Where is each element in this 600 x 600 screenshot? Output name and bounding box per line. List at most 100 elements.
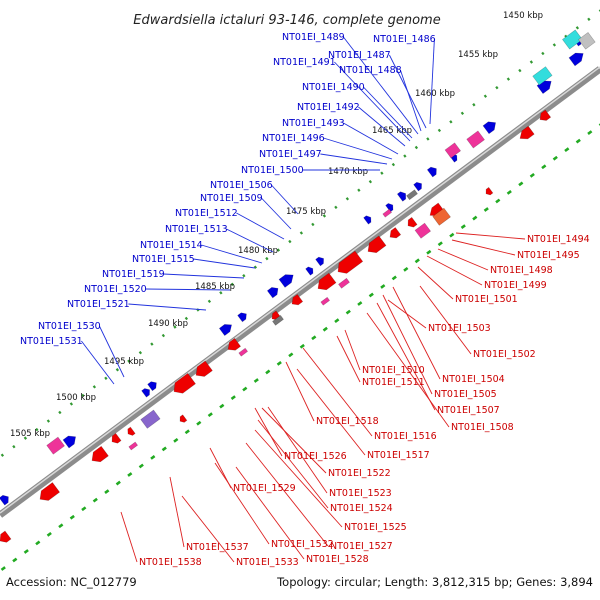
gc-dot-outer: [437, 128, 442, 133]
gc-dot-outer: [541, 51, 545, 56]
gc-dash-inner: [529, 172, 535, 178]
tick-label: 1485 kbp: [195, 282, 235, 292]
gc-dash-inner: [0, 566, 6, 571]
gene-label: NT01EI_1500: [241, 165, 304, 176]
label-leader-line: [267, 406, 328, 494]
label-leader-line: [285, 361, 315, 422]
label-leader-line: [254, 407, 283, 457]
label-leader-line: [193, 258, 256, 269]
label-leader-line: [419, 285, 472, 355]
gc-dash-inner: [46, 531, 52, 537]
gene-label: NT01EI_1486: [373, 34, 436, 45]
gc-dot-outer: [127, 359, 131, 363]
label-leaders: [81, 36, 526, 563]
label-leader-line: [334, 61, 411, 142]
forward-gene-arrow: [568, 52, 584, 67]
gene-label: NT01EI_1488: [339, 65, 402, 76]
gc-dash-inner: [219, 403, 225, 409]
tick-label: 1455 kbp: [458, 50, 498, 60]
gc-dot-outer: [0, 453, 5, 457]
label-leader-line: [145, 288, 231, 291]
reverse-gene-arrow: [111, 432, 122, 444]
gc-dot-outer: [334, 205, 338, 210]
gc-dot-outer: [552, 43, 557, 47]
tick-label: 1490 kbp: [148, 319, 188, 329]
gc-dot-outer: [115, 368, 120, 372]
reverse-gene-arrow: [39, 482, 61, 501]
gc-dash-inner: [265, 369, 271, 375]
gc-dash-inner: [299, 343, 305, 349]
violet-feature-box: [140, 409, 161, 429]
label-leader-line: [429, 38, 435, 125]
gc-dash-inner: [92, 497, 98, 503]
tick-label: 1465 kbp: [372, 126, 412, 136]
gc-dot-outer: [575, 26, 580, 30]
gene-label: NT01EI_1498: [490, 265, 553, 276]
gc-dash-inner: [357, 301, 363, 306]
gc-dash-inner: [173, 437, 179, 443]
gene-label: NT01EI_1520: [84, 284, 147, 295]
gc-dash-inner: [161, 446, 167, 452]
gc-dash-inner: [253, 378, 259, 383]
gc-dash-inner: [311, 335, 317, 341]
gc-dash-inner: [368, 292, 374, 298]
label-leader-line: [451, 239, 516, 256]
label-leader-line: [235, 466, 305, 560]
label-leader-line: [392, 286, 441, 380]
gc-dot-outer: [58, 410, 62, 415]
gc-dot-outer: [184, 316, 189, 321]
reverse-gene-arrow: [127, 426, 136, 436]
gc-dot-outer: [414, 145, 419, 150]
gene-label: NT01EI_1523: [329, 488, 392, 499]
gc-dot-outer: [81, 393, 85, 398]
tick-label: 1495 kbp: [104, 357, 144, 367]
gc-dot-outer: [23, 436, 28, 440]
label-leader-line: [226, 228, 274, 253]
forward-gene-arrow: [147, 381, 157, 392]
gc-dash-inner: [127, 472, 133, 477]
backbone-line: [0, 66, 600, 518]
gc-dash-inner: [518, 181, 524, 187]
gc-dash-inner: [207, 412, 213, 418]
gc-dash-inner: [184, 429, 190, 435]
gene-label: NT01EI_1506: [210, 180, 273, 191]
gc-dot-outer: [92, 385, 97, 389]
gc-dot-outer: [518, 68, 522, 73]
label-leader-line: [344, 329, 361, 371]
genome-title: Edwardsiella ictaluri 93-146, complete g…: [133, 13, 440, 28]
genome-summary-text: Topology: circular; Length: 3,812,315 bp…: [276, 575, 593, 589]
reverse-gene-arrow: [519, 125, 535, 140]
gc-dash-inner: [242, 386, 248, 392]
gc-dot-outer: [380, 171, 384, 175]
forward-gene-arrow: [62, 435, 76, 449]
gene-label: NT01EI_1494: [527, 234, 590, 245]
gc-dot-outer: [506, 77, 511, 81]
gc-dash-inner: [23, 549, 29, 554]
kbp-ticks: 1450 kbp 1455 kbp 1460 kbp 1465 kbp 1470 kbp…: [10, 11, 543, 439]
magenta-feature-box: [320, 296, 331, 306]
gc-dot-outer: [403, 154, 407, 158]
gene-label: NT01EI_1508: [451, 422, 514, 433]
gc-dash-inner: [35, 540, 41, 546]
gc-dash-inner: [12, 557, 18, 563]
forward-gene-arrow: [315, 256, 324, 267]
gc-dash-inner: [414, 258, 420, 264]
gc-dot-outer: [391, 162, 396, 167]
magenta-feature-box: [238, 347, 249, 357]
gc-dash-inner: [380, 284, 386, 289]
gc-dot-outer: [276, 248, 281, 252]
gene-label: NT01EI_1532: [271, 539, 334, 550]
gc-dot-outer: [138, 350, 143, 355]
gene-label: NT01EI_1513: [165, 224, 228, 235]
label-leader-line: [382, 294, 433, 395]
label-leader-line: [302, 347, 373, 437]
reverse-gene-arrow: [291, 293, 304, 306]
gene-label: NT01EI_1490: [302, 82, 365, 93]
magenta-feature-box: [338, 277, 350, 289]
forward-gene-arrow: [413, 181, 422, 192]
gene-label: NT01EI_1487: [328, 50, 391, 61]
reverse-gene-arrow: [485, 186, 494, 196]
gc-dash-inner: [460, 224, 466, 229]
label-leader-line: [81, 340, 115, 385]
gene-label: NT01EI_1522: [328, 468, 391, 479]
